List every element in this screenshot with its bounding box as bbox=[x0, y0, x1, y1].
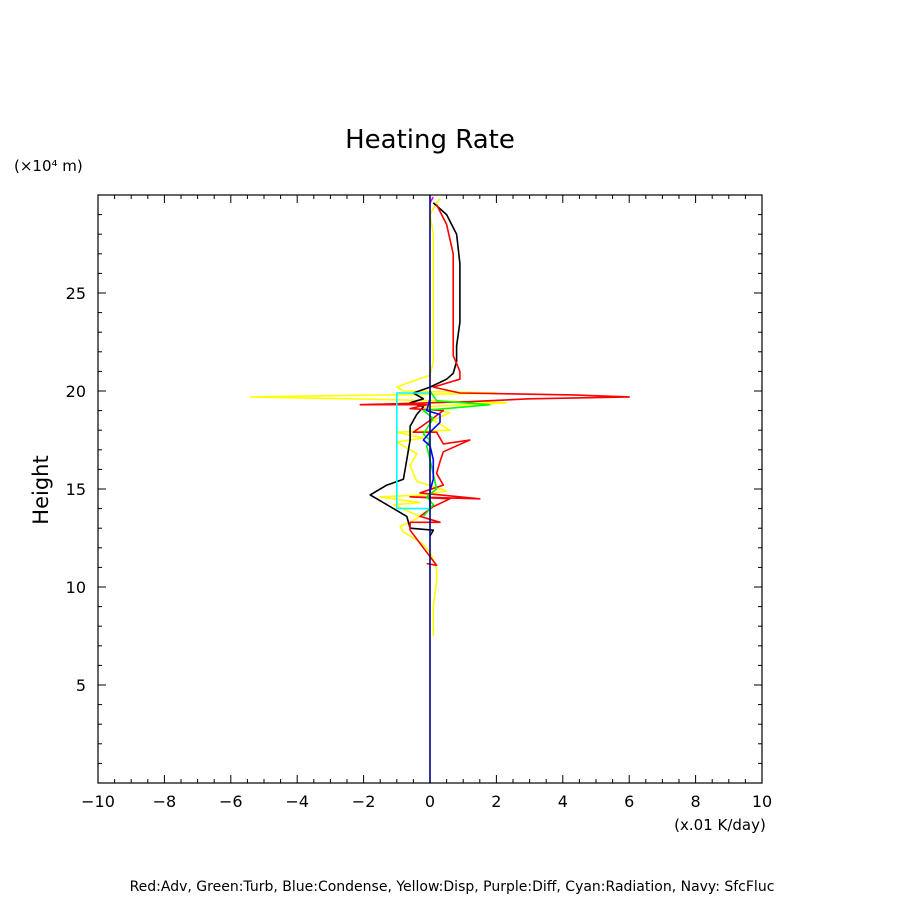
series-lines bbox=[249, 195, 631, 783]
x-tick-label: −10 bbox=[81, 792, 115, 811]
y-tick-label: 15 bbox=[66, 480, 86, 499]
y-tick-label: 25 bbox=[66, 284, 86, 303]
x-tick-label: −8 bbox=[153, 792, 177, 811]
x-tick-label: 0 bbox=[425, 792, 435, 811]
y-tick-label: 10 bbox=[66, 578, 86, 597]
footer-legend: Red:Adv, Green:Turb, Blue:Condense, Yell… bbox=[130, 879, 775, 895]
x-tick-label: 10 bbox=[752, 792, 772, 811]
y-tick-label: 20 bbox=[66, 382, 86, 401]
axis-tick-labels: −10 −8 −6 −4 −2 0 2 4 6 8 10 5 10 15 20 25 bbox=[66, 284, 773, 811]
x-tick-label: 4 bbox=[558, 792, 568, 811]
y-axis-unit: (×10⁴ m) bbox=[14, 157, 83, 175]
axis-ticks bbox=[97, 195, 763, 783]
x-tick-label: −6 bbox=[219, 792, 243, 811]
x-tick-label: 6 bbox=[624, 792, 634, 811]
series-line-cyan bbox=[395, 392, 430, 510]
chart-title: Heating Rate bbox=[345, 125, 515, 155]
series-line-red bbox=[359, 204, 631, 567]
series-line-blue bbox=[422, 391, 441, 509]
x-tick-label: −2 bbox=[352, 792, 376, 811]
x-tick-label: 2 bbox=[491, 792, 501, 811]
y-tick-label: 5 bbox=[76, 676, 86, 695]
plot-frame bbox=[97, 194, 763, 784]
y-axis-label: Height bbox=[29, 455, 53, 524]
x-tick-label: −4 bbox=[285, 792, 309, 811]
x-axis-unit: (x.01 K/day) bbox=[674, 816, 766, 834]
x-tick-label: 8 bbox=[691, 792, 701, 811]
